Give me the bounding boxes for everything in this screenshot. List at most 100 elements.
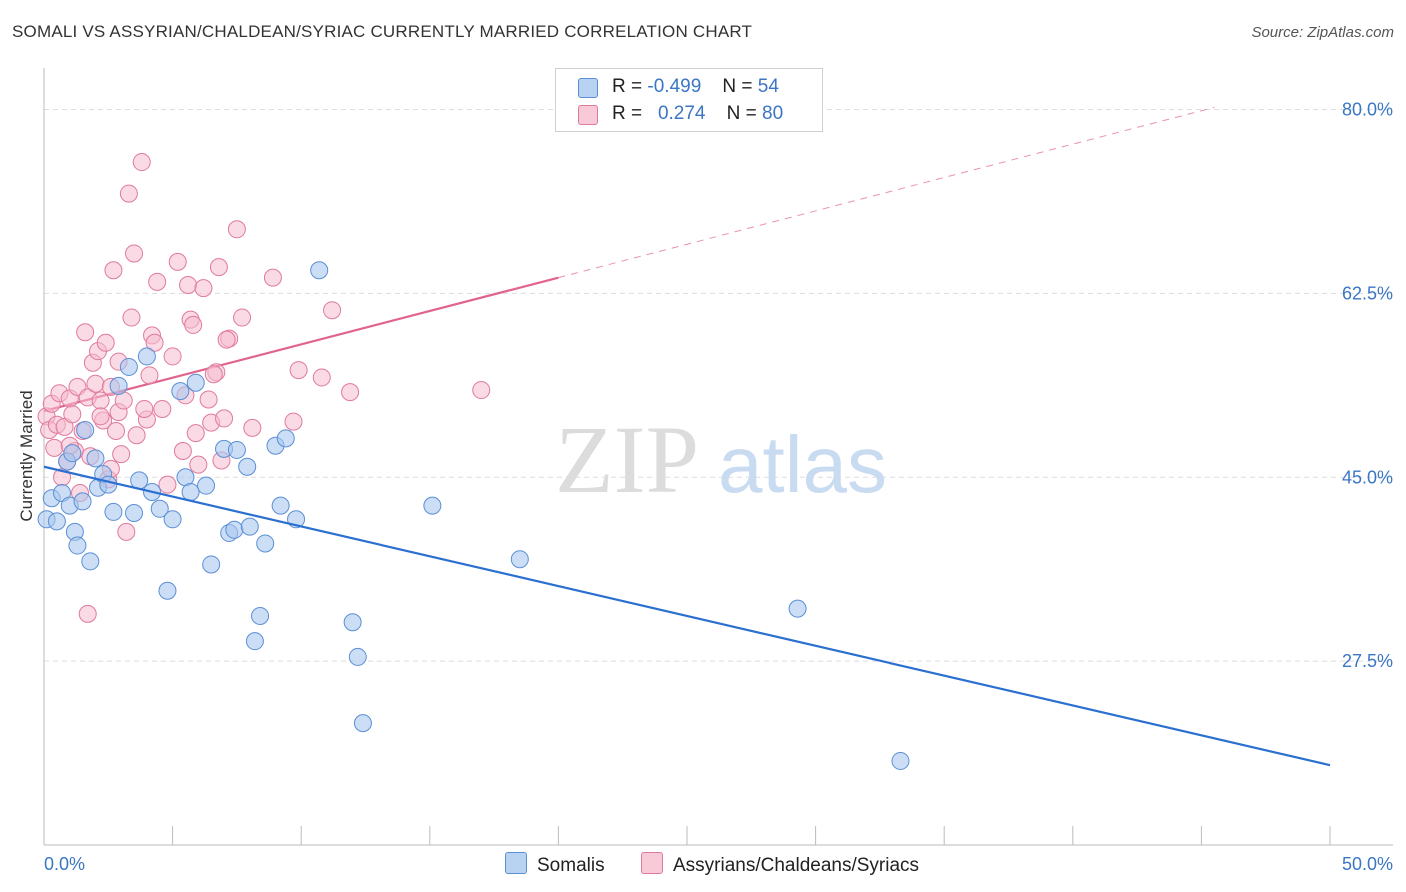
source-label: Source: ZipAtlas.com	[1251, 24, 1394, 41]
somali-point	[81, 552, 100, 571]
somali-point	[76, 420, 95, 439]
assyrian-point	[163, 347, 182, 366]
somali-point	[47, 512, 66, 531]
somali-point	[186, 373, 205, 392]
assyrians-n-label: N =	[726, 103, 757, 124]
assyrian-trend-solid	[43, 276, 559, 413]
axes: 0.0% 50.0%	[43, 68, 1393, 874]
somali-point	[181, 482, 200, 501]
watermark-zip: ZIP	[555, 406, 699, 513]
assyrian-point	[117, 522, 136, 541]
somali-point	[202, 555, 221, 574]
assyrian-point	[217, 330, 236, 349]
assyrian-point	[199, 390, 218, 409]
assyrian-point	[179, 275, 198, 294]
somali-point	[310, 261, 329, 280]
somalis-n-value: 54	[757, 76, 779, 97]
somali-point	[171, 382, 190, 401]
somali-point	[125, 503, 144, 522]
somalis-r-label: R =	[612, 76, 643, 97]
legend-item-somalis[interactable]: Somalis	[505, 852, 605, 877]
assyrian-trend-dashed	[558, 106, 1215, 279]
somali-point	[119, 357, 138, 376]
assyrian-point	[263, 268, 282, 287]
x-tick-label-min: 0.0%	[44, 854, 85, 874]
somali-point	[109, 376, 128, 395]
somali-point	[348, 647, 367, 666]
assyrian-point	[184, 315, 203, 334]
assyrian-point	[472, 381, 491, 400]
somali-point	[163, 510, 182, 529]
y-tick-labels: 27.5% 45.0% 62.5% 80.0%	[1342, 100, 1393, 672]
assyrian-points	[37, 153, 491, 623]
assyrian-point	[233, 308, 252, 327]
somali-trend-line	[43, 465, 1331, 767]
somali-point	[891, 751, 910, 770]
assyrian-point	[145, 333, 164, 352]
assyrian-point	[189, 455, 208, 474]
assyrian-point	[227, 220, 246, 239]
assyrian-point	[204, 365, 223, 384]
somali-point	[245, 632, 264, 651]
somali-point	[73, 492, 92, 511]
somali-point	[68, 536, 87, 555]
assyrian-point	[135, 399, 154, 418]
somalis-n-label: N =	[722, 76, 753, 97]
somalis-legend-label: Somalis	[537, 855, 605, 876]
assyrian-point	[158, 475, 177, 494]
legend-item-assyrians[interactable]: Assyrians/Chaldeans/Syriacs	[641, 852, 919, 877]
y-tick-label: 45.0%	[1342, 467, 1393, 487]
somali-points	[37, 261, 910, 770]
somalis-legend-swatch	[505, 852, 527, 874]
somali-point	[63, 444, 82, 463]
somali-point	[788, 599, 807, 618]
assyrian-point	[323, 301, 342, 320]
assyrian-point	[312, 368, 331, 387]
somali-point	[158, 581, 177, 600]
somali-point	[227, 440, 246, 459]
assyrian-point	[91, 407, 110, 426]
assyrian-point	[86, 374, 105, 393]
y-tick-label: 80.0%	[1342, 100, 1393, 120]
assyrian-point	[186, 424, 205, 443]
assyrian-trend-line	[43, 106, 1215, 413]
assyrians-swatch	[578, 105, 598, 125]
assyrian-point	[125, 244, 144, 263]
assyrian-point	[153, 399, 172, 418]
somali-point	[238, 457, 257, 476]
assyrian-point	[112, 445, 131, 464]
somali-point	[86, 449, 105, 468]
assyrian-point	[168, 252, 187, 271]
assyrian-point	[119, 184, 138, 203]
somali-point	[150, 499, 169, 518]
somali-point	[104, 502, 123, 521]
assyrians-r-value: 0.274	[657, 103, 706, 124]
y-tick-label: 62.5%	[1342, 283, 1393, 303]
assyrian-point	[45, 438, 64, 457]
assyrian-point	[107, 422, 126, 441]
somali-point	[276, 429, 295, 448]
somali-point	[251, 606, 270, 625]
chart-title: SOMALI VS ASSYRIAN/CHALDEAN/SYRIAC CURRE…	[12, 22, 753, 41]
assyrian-point	[78, 604, 97, 623]
series-legend: Somalis Assyrians/Chaldeans/Syriacs	[0, 852, 1406, 878]
somali-point	[271, 496, 290, 515]
somali-point	[343, 613, 362, 632]
assyrian-point	[122, 308, 141, 327]
assyrians-legend-swatch	[641, 852, 663, 874]
grid-lines	[44, 109, 1393, 662]
assyrian-point	[76, 323, 95, 342]
assyrian-point	[243, 418, 262, 437]
assyrian-point	[127, 426, 146, 445]
y-tick-label: 27.5%	[1342, 651, 1393, 671]
x-tick-label-max: 50.0%	[1342, 854, 1393, 874]
assyrian-point	[284, 412, 303, 431]
somali-point	[510, 550, 529, 569]
somalis-swatch	[578, 78, 598, 98]
stats-legend: R = -0.499 N = 54 R = 0.274 N = 80	[555, 68, 823, 132]
somali-trend-solid	[43, 465, 1331, 767]
somali-point	[423, 496, 442, 515]
assyrians-r-label: R =	[612, 103, 643, 124]
assyrian-point	[96, 333, 115, 352]
